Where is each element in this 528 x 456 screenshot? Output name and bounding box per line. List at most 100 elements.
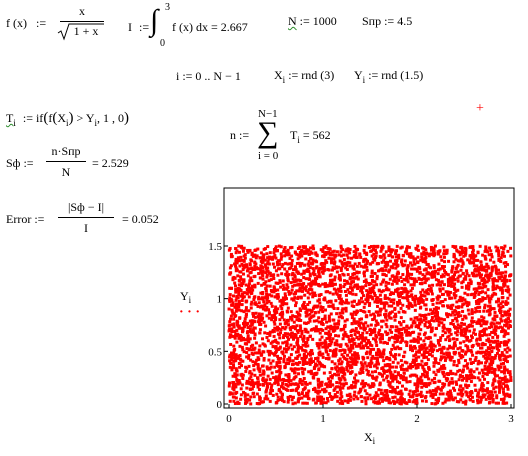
scatter-point [356, 277, 360, 281]
scatter-point [251, 328, 255, 332]
scatter-point [359, 289, 363, 293]
scatter-point [275, 400, 279, 404]
scatter-point [228, 333, 232, 337]
scatter-point [477, 318, 481, 322]
scatter-point [458, 384, 462, 388]
scatter-point [396, 371, 400, 375]
scatter-point [267, 308, 271, 312]
scatter-point [266, 256, 270, 260]
scatter-point [365, 364, 369, 368]
scatter-point [270, 304, 274, 308]
scatter-point [241, 268, 245, 272]
scatter-point [235, 294, 239, 298]
scatter-point [442, 252, 446, 256]
scatter-point [248, 267, 252, 271]
scatter-point [378, 397, 382, 401]
scatter-point [474, 258, 478, 262]
scatter-point [362, 259, 366, 263]
scatter-point [292, 292, 296, 296]
scatter-point [429, 252, 433, 256]
scatter-point [392, 401, 396, 405]
scatter-point [456, 369, 460, 373]
scatter-point [261, 253, 265, 257]
scatter-point [276, 341, 280, 345]
scatter-point [256, 380, 260, 384]
scatter-point [461, 317, 465, 321]
scatter-point [228, 246, 232, 250]
scatter-point [449, 277, 453, 281]
scatter-point [461, 349, 465, 353]
scatter-point [228, 353, 232, 357]
scatter-point [310, 360, 314, 364]
scatter-point [270, 314, 274, 318]
scatter-point [467, 287, 471, 291]
scatter-point [485, 387, 489, 391]
scatter-point [492, 387, 496, 391]
scatter-point [364, 336, 368, 340]
scatter-point [280, 255, 284, 259]
scatter-point [330, 282, 334, 286]
N-value: := 1000 [299, 14, 337, 28]
Y-value: := rnd (1.5) [368, 68, 424, 82]
scatter-point [432, 246, 436, 250]
scatter-point [235, 249, 239, 253]
scatter-point [262, 304, 266, 308]
scatter-point [285, 302, 289, 306]
scatter-point [447, 293, 451, 297]
scatter-point [364, 352, 368, 356]
scatter-point [497, 309, 501, 313]
scatter-point [236, 400, 240, 404]
scatter-point [346, 369, 350, 373]
scatter-point [267, 279, 271, 283]
scatter-point [241, 296, 245, 300]
scatter-point [285, 270, 289, 274]
scatter-point [383, 313, 387, 317]
scatter-point [251, 352, 255, 356]
scatter-point [291, 402, 295, 406]
scatter-point [292, 268, 296, 272]
scatter-point [335, 365, 339, 369]
scatter-point [331, 250, 335, 254]
scatter-point [340, 353, 344, 357]
scatter-point [337, 359, 341, 363]
scatter-point [256, 320, 260, 324]
scatter-point [488, 362, 492, 366]
scatter-point [497, 249, 501, 253]
scatter-point [250, 266, 254, 270]
scatter-point [283, 261, 287, 265]
scatter-point [489, 367, 493, 371]
scatter-point [346, 386, 350, 390]
scatter-point [390, 330, 394, 334]
scatter-point [421, 288, 425, 292]
scatter-point [295, 315, 299, 319]
scatter-point [421, 294, 425, 298]
scatter-point [465, 376, 469, 380]
scatter-point [245, 386, 249, 390]
scatter-point [317, 293, 321, 297]
scatter-point [437, 396, 441, 400]
scatter-point [251, 330, 255, 334]
scatter-point [373, 248, 377, 252]
scatter-point [311, 352, 315, 356]
scatter-point [357, 261, 361, 265]
scatter-point [228, 359, 232, 363]
scatter-point [311, 291, 315, 295]
scatter-point [410, 272, 414, 276]
scatter-point [387, 281, 391, 285]
scatter-point [455, 333, 459, 337]
sum-lower-limit: i = 0 [258, 150, 279, 162]
scatter-point [414, 294, 418, 298]
scatter-point [432, 264, 436, 268]
scatter-point [400, 392, 404, 396]
scatter-point [364, 298, 368, 302]
scatter-point [253, 261, 257, 265]
scatter-point [264, 265, 268, 269]
scatter-point [431, 302, 435, 306]
scatter-point [503, 379, 507, 383]
scatter-point [346, 301, 350, 305]
scatter-point [307, 389, 311, 393]
scatter-point [289, 281, 293, 285]
scatter-point [459, 398, 463, 402]
scatter-point [350, 300, 354, 304]
